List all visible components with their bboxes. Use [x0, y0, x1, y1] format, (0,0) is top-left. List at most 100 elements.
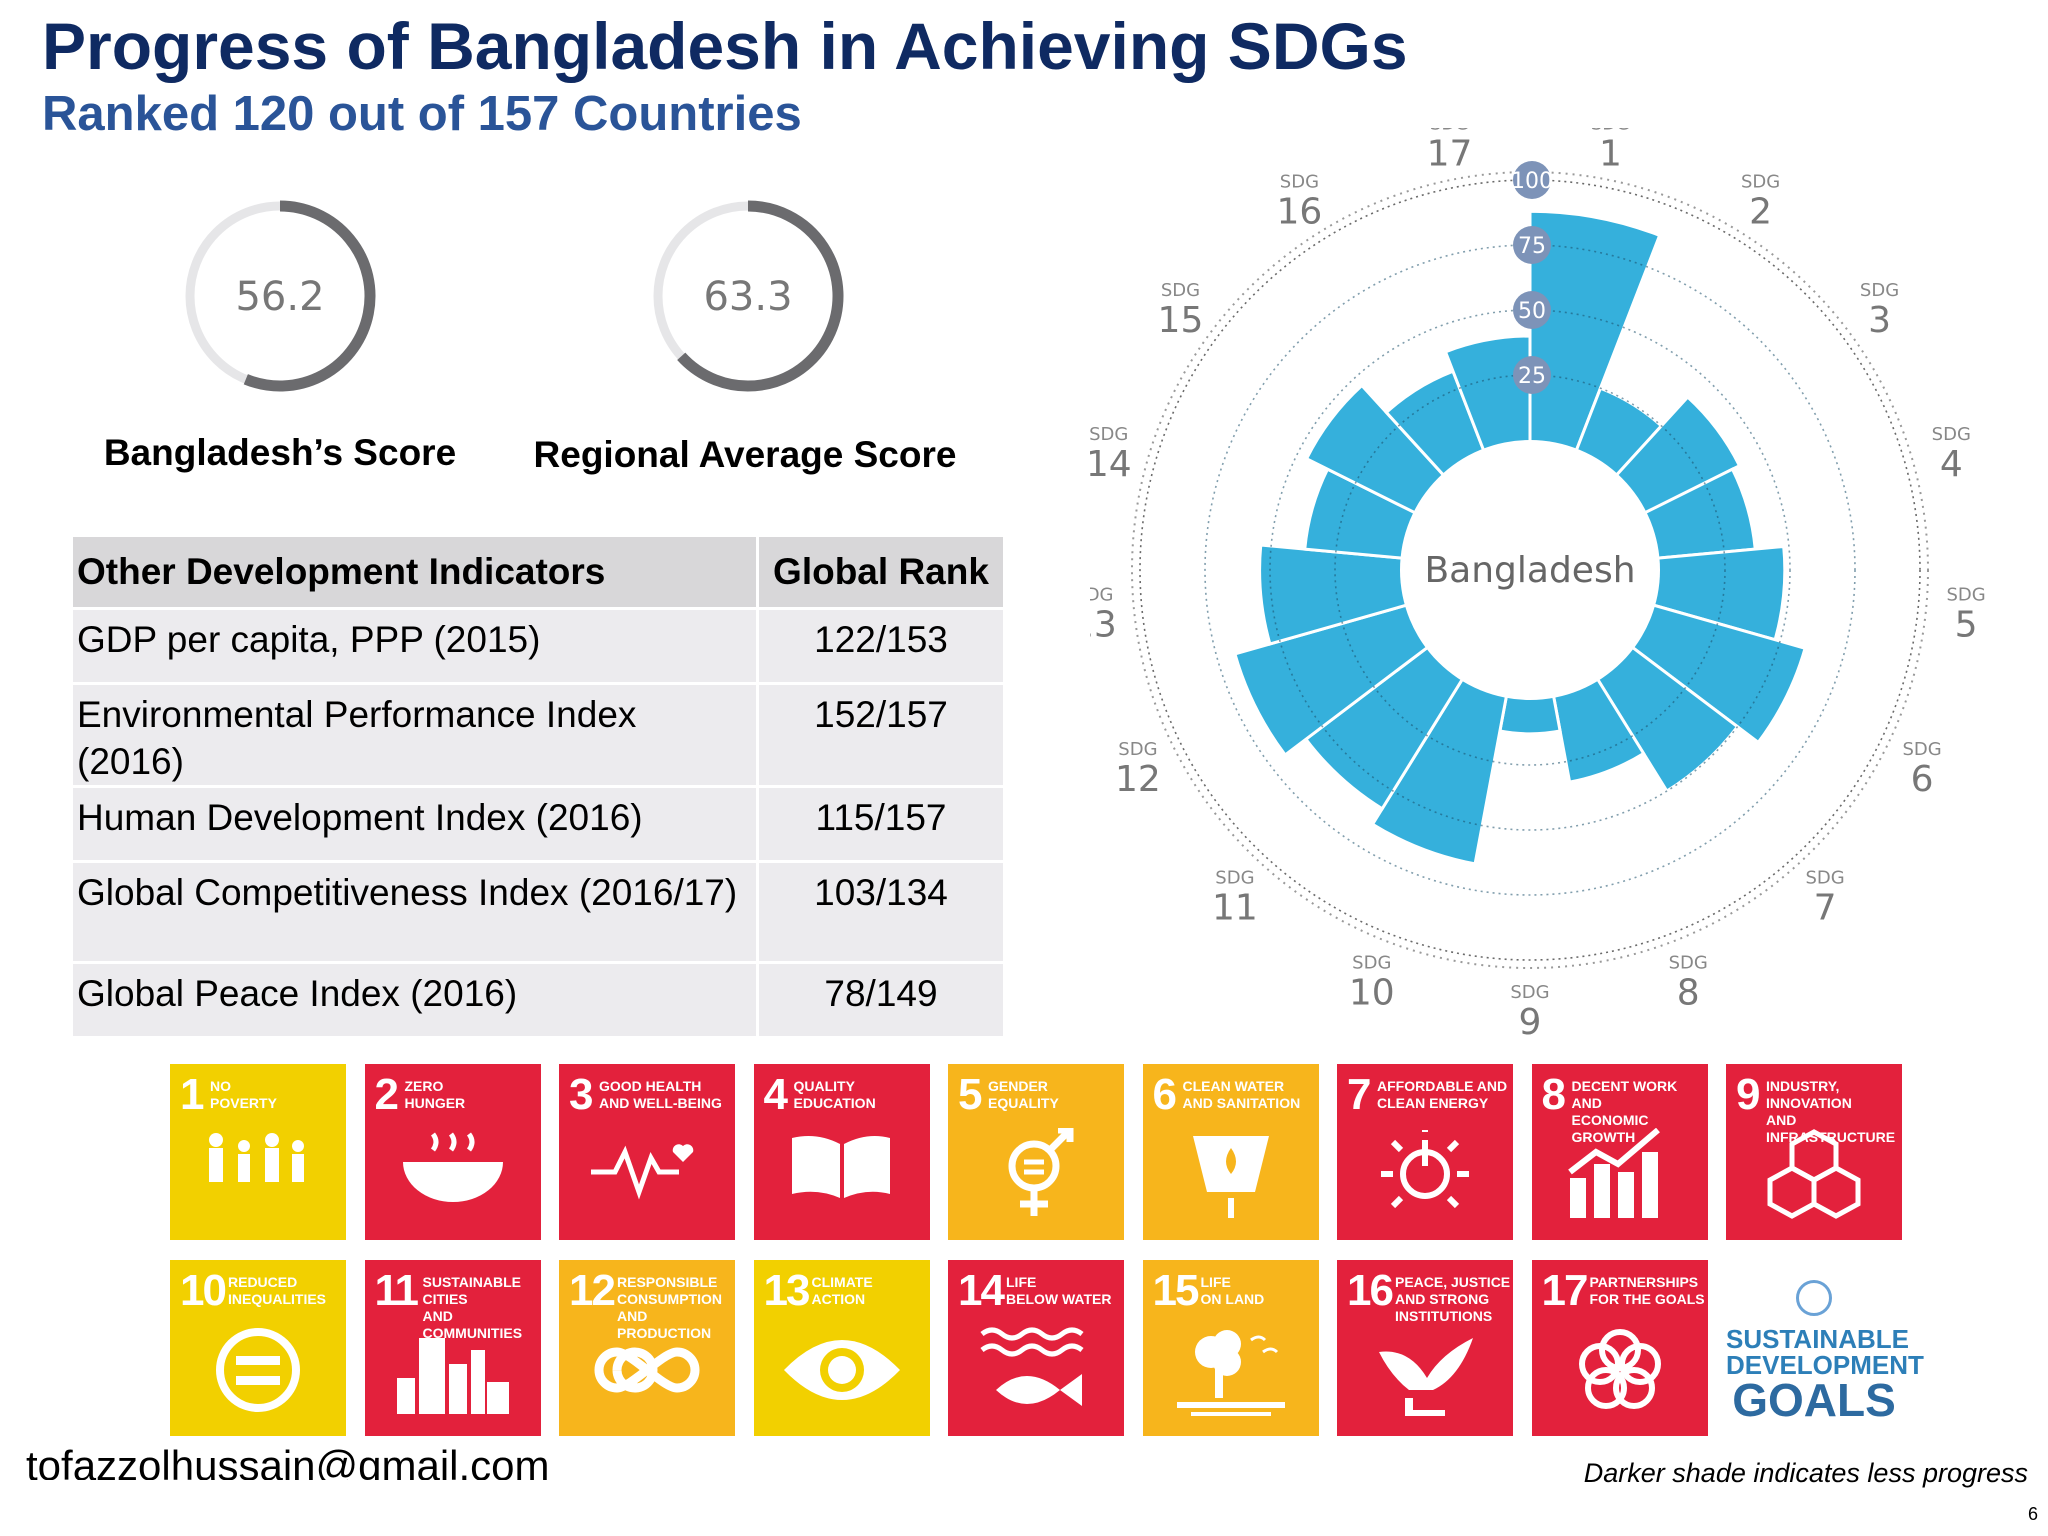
ring-label: 25 — [1518, 364, 1546, 389]
polar-bar-sdg-10 — [1370, 675, 1509, 866]
sdg-tile-1: 1 NO POVERTY — [170, 1064, 346, 1240]
gender-icon — [1008, 1128, 1074, 1216]
water-icon — [1192, 1136, 1269, 1218]
sdg-tile-9: 9 INDUSTRY, INNOVATION AND INFRASTRUCTURE — [1726, 1064, 1902, 1240]
sdg-tile-caption: DECENT WORK AND ECONOMIC GROWTH — [1571, 1078, 1678, 1145]
category-prefix: SDG — [1902, 739, 1941, 760]
ring-badge — [1513, 161, 1551, 199]
gauge-value: 56.2 — [235, 274, 324, 320]
sdg-tile-caption: PEACE, JUSTICE AND STRONG INSTITUTIONS — [1395, 1274, 1511, 1324]
sdg-tile-13: 13 CLIMATE ACTION — [753, 1260, 930, 1436]
sdg-tile-caption: CLIMATE ACTION — [811, 1274, 873, 1307]
category-number: 1 — [1599, 133, 1622, 174]
category-prefix: SDG — [1510, 982, 1549, 1003]
category-number: 2 — [1749, 192, 1772, 233]
category-number: 11 — [1212, 888, 1258, 929]
category-prefix: SDG — [1090, 424, 1128, 445]
sdg-tile-4: 4 QUALITY EDUCATION — [753, 1064, 930, 1240]
category-prefix: SDG — [1215, 868, 1254, 889]
sdg-logo-text: SUSTAINABLE — [1726, 1324, 1909, 1354]
sdg-tile-12: 12 RESPONSIBLE CONSUMPTION AND PRODUCTION — [559, 1260, 735, 1436]
sdg-tile-number: 14 — [958, 1266, 1005, 1315]
sdg-logo: SUSTAINABLE DEVELOPMENT GOALS — [1726, 1260, 1924, 1436]
polar-category-labels: SDG1SDG2SDG3SDG4SDG5SDG6SDG7SDG8SDG9SDG1… — [1090, 128, 1986, 1043]
sdg-tile-6: 6 CLEAN WATER AND SANITATION — [1142, 1064, 1319, 1240]
category-number: 3 — [1868, 300, 1891, 341]
sdg-tile-number: 4 — [763, 1070, 789, 1119]
city-icon — [396, 1338, 509, 1414]
polar-bar-sdg-13 — [1258, 543, 1411, 646]
category-number: 6 — [1911, 759, 1934, 800]
sdg-logo-text: GOALS — [1732, 1374, 1896, 1426]
dove-icon — [1379, 1338, 1473, 1416]
tree-icon — [1176, 1330, 1285, 1416]
bangladesh-score-label: Bangladesh’s Score — [103, 432, 457, 473]
category-number: 5 — [1955, 604, 1978, 645]
cubes-icon — [1767, 1129, 1861, 1219]
family-icon — [209, 1133, 304, 1182]
heartbeat-icon — [591, 1144, 694, 1200]
indicator-cell: GDP per capita, PPP (2015) — [70, 607, 759, 685]
category-prefix: SDG — [1161, 280, 1200, 301]
gauge-arc — [677, 200, 844, 392]
category-label-sdg-13: SDG13 — [1090, 584, 1117, 645]
indicator-column-header: Other Development Indicators — [70, 534, 759, 610]
legend-note: Darker shade indicates less progress — [1583, 1458, 2028, 1488]
polar-outer-ring — [1131, 171, 1929, 969]
sdg-tile-number: 12 — [569, 1266, 616, 1315]
polar-bar-sdg-1 — [1528, 209, 1662, 455]
polar-bar-sdg-12 — [1233, 602, 1432, 757]
sdg-tile-caption: INDUSTRY, INNOVATION AND INFRASTRUCTURE — [1766, 1078, 1896, 1145]
rank-cell: 103/134 — [756, 860, 1006, 964]
fish-icon — [980, 1327, 1084, 1406]
un-emblem-icon — [1796, 1280, 1832, 1316]
indicators-table: Other Development Indicators Global Rank… — [70, 534, 1006, 1039]
category-number: 16 — [1277, 192, 1323, 233]
sdg-tile-number: 17 — [1541, 1266, 1589, 1315]
sdg-tile-17: 17 PARTNERSHIPS FOR THE GOALS — [1531, 1260, 1708, 1436]
sdg-tile-3: 3 GOOD HEALTH AND WELL-BEING — [559, 1064, 735, 1240]
category-prefix: SDG — [1118, 739, 1157, 760]
category-number: 7 — [1814, 888, 1837, 929]
power-icon — [1381, 1130, 1469, 1209]
polar-grid — [1131, 171, 1929, 969]
page-number: 6 — [2027, 1504, 2038, 1524]
category-label-sdg-17: SDG17 — [1427, 128, 1473, 174]
category-number: 15 — [1158, 300, 1204, 341]
category-number: 12 — [1115, 759, 1161, 800]
rank-cell: 122/153 — [756, 607, 1006, 685]
sdg-tile-caption: SUSTAINABLE CITIES AND COMMUNITIES — [422, 1274, 523, 1341]
sdg-tile-caption: AFFORDABLE AND CLEAN ENERGY — [1377, 1078, 1508, 1111]
sdg-tile-caption: ZERO HUNGER — [404, 1078, 466, 1111]
eye-globe-icon — [783, 1340, 900, 1400]
sdg-tile-number: 8 — [1541, 1070, 1567, 1119]
ring-label: 50 — [1518, 299, 1546, 324]
ring-badge — [1513, 291, 1551, 329]
table-row: Human Development Index (2016) 115/157 — [70, 785, 1006, 863]
rings-icon — [1578, 1329, 1661, 1409]
sdg-tile-number: 3 — [569, 1070, 594, 1119]
table-header-row: Other Development Indicators Global Rank — [70, 534, 1006, 610]
growth-chart-icon — [1567, 1128, 1660, 1218]
sdg-tile-caption: LIFE BELOW WATER — [1006, 1274, 1112, 1307]
table-row: GDP per capita, PPP (2015) 122/153 — [70, 607, 1006, 685]
sdg-tile-caption: GENDER EQUALITY — [988, 1078, 1059, 1111]
polar-center-disc — [1400, 440, 1660, 700]
indicator-cell: Human Development Index (2016) — [70, 785, 759, 863]
sdg-tile-caption: CLEAN WATER AND SANITATION — [1182, 1078, 1301, 1111]
sdg-tile-caption: QUALITY EDUCATION — [793, 1078, 876, 1111]
sdg-tile-number: 1 — [180, 1070, 205, 1119]
ring-badge — [1513, 226, 1551, 264]
table-row: Global Competitiveness Index (2016/17) 1… — [70, 860, 1006, 964]
